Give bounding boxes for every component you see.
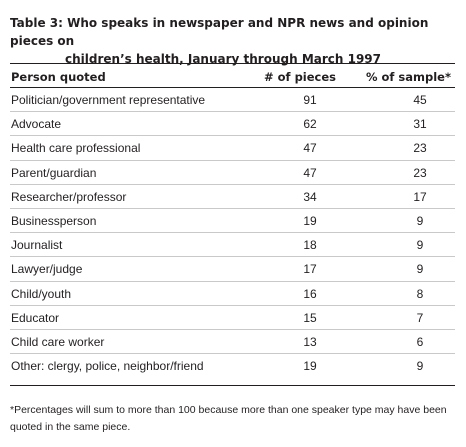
cell-person: Educator <box>11 310 60 325</box>
cell-person: Researcher/professor <box>11 189 127 204</box>
table-body: Politician/government representative 91 … <box>10 88 455 378</box>
cell-pieces: 19 <box>303 213 317 228</box>
table-row: Parent/guardian 47 23 <box>10 161 455 185</box>
cell-percent: 31 <box>413 117 427 132</box>
table-row: Child care worker 13 6 <box>10 330 455 355</box>
table-row: Researcher/professor 34 17 <box>10 185 455 209</box>
cell-pieces: 17 <box>303 262 317 277</box>
cell-percent: 9 <box>416 262 424 277</box>
cell-pieces: 15 <box>303 310 317 325</box>
table-row: Child/youth 16 8 <box>10 282 455 306</box>
table-row: Advocate 62 31 <box>10 112 455 137</box>
footnote-line-2: quoted in the same piece. <box>10 421 131 433</box>
cell-pieces: 18 <box>303 238 317 253</box>
cell-person: Politician/government representative <box>11 93 206 107</box>
table-caption: Table 3: Who speaks in newspaper and NPR… <box>10 14 455 68</box>
cell-percent: 9 <box>416 213 424 228</box>
cell-person: Child care worker <box>11 334 105 349</box>
cell-percent: 23 <box>413 141 427 156</box>
cell-percent: 7 <box>416 310 424 325</box>
cell-pieces: 47 <box>303 165 317 180</box>
table-row: Health care professional 47 23 <box>10 136 455 161</box>
header-person-quoted: Person quoted <box>11 70 106 84</box>
table-row: Politician/government representative 91 … <box>10 88 455 113</box>
cell-percent: 23 <box>413 165 427 180</box>
cell-pieces: 13 <box>303 334 317 349</box>
cell-percent: 45 <box>413 93 427 107</box>
cell-person: Journalist <box>11 238 63 253</box>
cell-person: Lawyer/judge <box>11 262 83 277</box>
table-number: Table 3: <box>10 16 63 30</box>
table-row: Lawyer/judge 17 9 <box>10 257 455 282</box>
header-number-of-pieces: # of pieces <box>264 70 336 84</box>
cell-person: Businessperson <box>11 213 97 228</box>
cell-person: Other: clergy, police, neighbor/friend <box>11 359 204 374</box>
cell-percent: 6 <box>416 334 424 349</box>
table-bottom-rule <box>10 385 455 386</box>
table-header-rule <box>10 87 455 88</box>
cell-pieces: 16 <box>303 286 317 301</box>
cell-percent: 9 <box>416 238 424 253</box>
cell-percent: 17 <box>413 189 427 204</box>
header-percent-of-sample: % of sample* <box>365 70 451 84</box>
cell-person: Parent/guardian <box>11 165 97 180</box>
cell-pieces: 19 <box>303 359 317 374</box>
table-header-row: Person quoted # of pieces % of sample* <box>10 69 455 85</box>
cell-person: Child/youth <box>11 286 72 301</box>
cell-percent: 8 <box>416 286 424 301</box>
cell-pieces: 62 <box>303 117 317 132</box>
cell-person: Advocate <box>11 117 62 132</box>
table-row: Educator 15 7 <box>10 306 455 330</box>
table-title-line-1: Who speaks in newspaper and NPR news and… <box>10 16 429 48</box>
table-row: Other: clergy, police, neighbor/friend 1… <box>10 354 455 378</box>
table-title-line-2: children’s health, January through March… <box>65 52 382 66</box>
cell-pieces: 34 <box>303 189 317 204</box>
cell-pieces: 47 <box>303 141 317 156</box>
table-top-rule <box>10 63 455 64</box>
table-row: Businessperson 19 9 <box>10 209 455 234</box>
cell-person: Health care professional <box>11 141 141 156</box>
footnote-line-1: *Percentages will sum to more than 100 b… <box>10 404 447 416</box>
table-row: Journalist 18 9 <box>10 233 455 258</box>
cell-percent: 9 <box>416 359 424 374</box>
cell-pieces: 91 <box>303 93 317 107</box>
table-footnote: *Percentages will sum to more than 100 b… <box>10 402 455 436</box>
